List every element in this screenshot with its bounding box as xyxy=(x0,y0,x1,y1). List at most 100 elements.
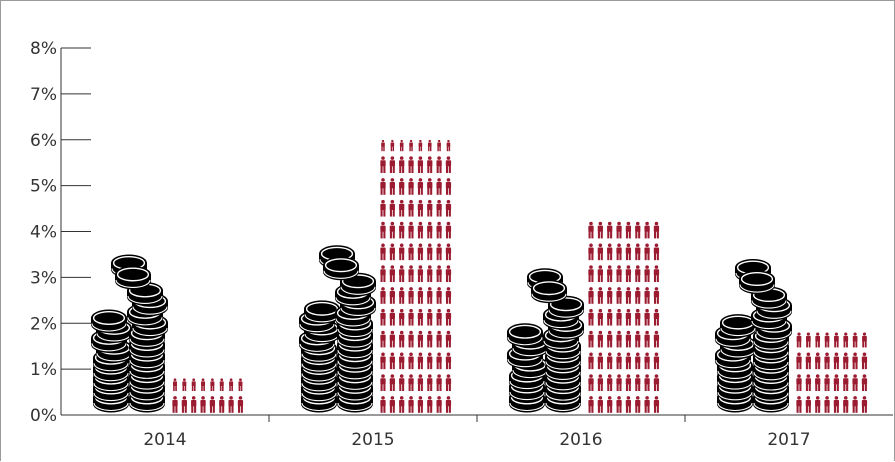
person-icon xyxy=(408,221,414,239)
person-icon xyxy=(389,243,395,261)
person-icon xyxy=(815,396,821,413)
person-icon xyxy=(653,330,660,348)
person-icon xyxy=(861,352,868,370)
people-bar xyxy=(380,139,452,413)
x-tick-label: 2014 xyxy=(143,430,186,450)
person-icon xyxy=(200,396,206,413)
person-icon xyxy=(436,308,442,326)
people-bar xyxy=(172,378,244,413)
person-icon xyxy=(644,243,650,261)
person-icon xyxy=(427,139,432,152)
person-icon xyxy=(417,199,424,217)
person-icon xyxy=(418,139,423,152)
person-icon xyxy=(815,352,821,370)
person-icon xyxy=(219,396,225,413)
person-icon xyxy=(445,396,452,413)
person-icon xyxy=(417,265,424,283)
person-icon xyxy=(625,396,632,413)
person-icon xyxy=(399,199,405,217)
person-icon xyxy=(389,330,395,348)
person-icon xyxy=(380,330,386,348)
person-icon xyxy=(616,374,622,392)
person-icon xyxy=(597,330,603,348)
person-icon xyxy=(436,265,442,283)
person-icon xyxy=(616,243,622,261)
person-icon xyxy=(427,265,433,283)
person-icon xyxy=(408,374,414,392)
person-icon xyxy=(228,396,234,413)
person-icon xyxy=(238,378,243,392)
person-icon xyxy=(588,374,594,392)
person-icon xyxy=(625,243,632,261)
person-icon xyxy=(427,352,433,370)
person-icon xyxy=(209,396,216,413)
person-icon xyxy=(862,332,867,348)
person-icon xyxy=(380,287,386,304)
person-icon xyxy=(417,308,424,326)
person-icon xyxy=(445,221,452,239)
person-icon xyxy=(445,308,452,326)
person-icon xyxy=(824,352,830,370)
person-icon xyxy=(597,396,603,413)
person-icon xyxy=(625,265,632,283)
category-group-2014 xyxy=(91,254,244,413)
person-icon xyxy=(436,243,442,261)
person-icon xyxy=(380,396,386,413)
person-icon xyxy=(653,265,660,283)
person-icon xyxy=(380,221,386,239)
person-icon xyxy=(408,308,414,326)
y-tick-label: 6% xyxy=(30,131,57,151)
person-icon xyxy=(389,221,395,239)
people-bar xyxy=(588,221,660,413)
person-icon xyxy=(635,243,641,261)
person-icon xyxy=(219,378,224,392)
person-icon xyxy=(861,374,868,392)
person-icon xyxy=(427,156,433,174)
person-icon xyxy=(417,287,424,304)
person-icon xyxy=(381,139,385,152)
person-icon xyxy=(408,352,414,370)
person-icon xyxy=(597,243,603,261)
person-icon xyxy=(389,396,395,413)
person-icon xyxy=(399,308,405,326)
person-icon xyxy=(824,374,830,392)
person-icon xyxy=(399,330,405,348)
person-icon xyxy=(843,396,849,413)
person-icon xyxy=(796,352,802,370)
person-icon xyxy=(436,287,442,304)
person-icon xyxy=(635,330,641,348)
person-icon xyxy=(635,221,641,239)
person-icon xyxy=(408,156,414,174)
coin-stack-bar xyxy=(507,268,584,413)
person-icon xyxy=(445,287,452,304)
person-icon xyxy=(824,396,830,413)
person-icon xyxy=(380,199,386,217)
person-icon xyxy=(229,378,234,392)
person-icon xyxy=(436,156,442,174)
person-icon xyxy=(644,352,650,370)
coin xyxy=(323,256,359,281)
coin-stack-bar xyxy=(91,254,168,413)
coin xyxy=(720,314,756,338)
coin xyxy=(507,323,543,347)
person-icon xyxy=(389,352,395,370)
person-icon xyxy=(843,374,849,392)
person-icon xyxy=(597,287,603,304)
person-icon xyxy=(607,396,613,413)
person-icon xyxy=(445,330,452,348)
person-icon xyxy=(616,396,622,413)
person-icon xyxy=(625,308,632,326)
person-icon xyxy=(607,374,613,392)
person-icon xyxy=(815,332,821,348)
person-icon xyxy=(588,221,594,239)
person-icon xyxy=(653,374,660,392)
person-icon xyxy=(597,352,603,370)
person-icon xyxy=(399,243,405,261)
coin xyxy=(531,279,567,304)
person-icon xyxy=(436,221,442,239)
person-icon xyxy=(399,352,405,370)
person-icon xyxy=(625,352,632,370)
person-icon xyxy=(436,330,442,348)
person-icon xyxy=(399,156,405,174)
person-icon xyxy=(616,265,622,283)
